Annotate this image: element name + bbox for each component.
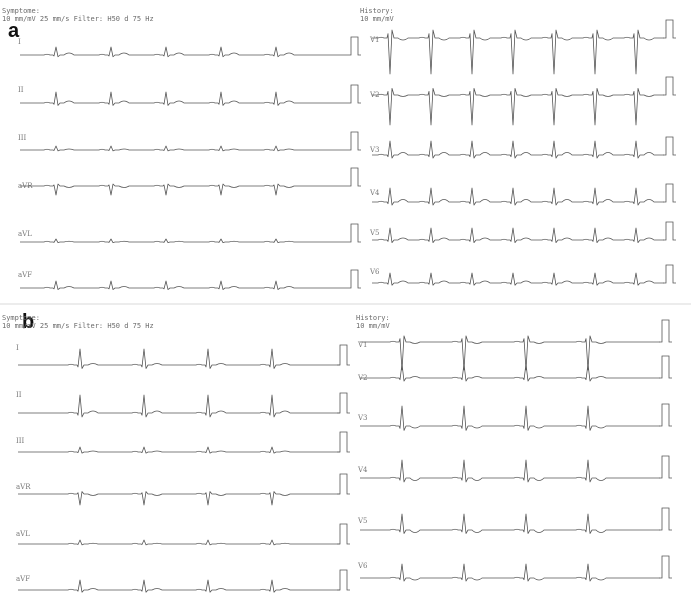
panel-b-label: b [22, 311, 34, 333]
b-aVL-trace [18, 539, 340, 546]
panel-b-lead-V4: V4 [357, 466, 368, 474]
panel-a-lead-III: III [18, 134, 27, 142]
panel-a-lead-aVF: aVF [18, 271, 32, 279]
panel-b-lead-aVF: aVF [16, 575, 30, 583]
panel-b-lead-V6: V6 [357, 562, 368, 570]
panel-a-right-header-2: 10 mm/mV [360, 15, 395, 23]
a-V5-trace [372, 227, 664, 244]
a-V2-trace [372, 88, 664, 126]
a-V4-calibration-pulse [663, 183, 676, 203]
a-aVL-trace [20, 238, 348, 244]
b-II-calibration-pulse [337, 392, 350, 414]
b-aVL-calibration-pulse [337, 523, 350, 545]
b-aVR-trace [18, 491, 340, 506]
a-V3-calibration-pulse [663, 136, 676, 156]
b-V2-trace [360, 363, 660, 382]
a-V6-calibration-pulse [663, 264, 676, 284]
panel-b-left-header-1: Symptome: [2, 314, 40, 322]
b-V4-trace [360, 459, 660, 483]
panel-b-left-header-2: 10 mm/mV 25 mm/s Filter: H50 d 75 Hz [2, 322, 154, 330]
panel-b-traces [18, 319, 672, 593]
panel-b-right-header-2: 10 mm/mV [356, 322, 391, 330]
b-I-calibration-pulse [337, 344, 350, 366]
b-V3-trace [360, 405, 660, 431]
a-V1-calibration-pulse [663, 19, 676, 39]
a-II-trace [20, 91, 348, 106]
a-V4-trace [372, 187, 664, 206]
panel-a-left-header-1: Symptome: [2, 7, 40, 15]
a-aVL-calibration-pulse [348, 223, 361, 243]
b-V1-calibration-pulse [659, 319, 672, 343]
b-V5-calibration-pulse [659, 507, 672, 531]
panel-a-right-header-1: History: [360, 7, 394, 15]
a-V1-trace [372, 29, 664, 75]
a-aVR-calibration-pulse [348, 167, 361, 187]
b-III-trace [18, 446, 340, 454]
a-V5-calibration-pulse [663, 221, 676, 241]
panel-b-right-header-1: History: [356, 314, 390, 322]
b-V5-trace [360, 513, 660, 534]
b-V2-calibration-pulse [659, 355, 672, 379]
panel-a-lead-V4: V4 [369, 189, 380, 197]
panel-b-lead-V5: V5 [357, 517, 368, 525]
panel-b-lead-III: III [16, 437, 25, 445]
panel-b-lead-aVR: aVR [16, 483, 31, 491]
a-V2-calibration-pulse [663, 76, 676, 96]
panel-b-lead-I: I [16, 344, 19, 352]
panel-a-lead-V5: V5 [369, 229, 380, 237]
panel-a-lead-aVL: aVL [18, 230, 32, 238]
a-aVR-trace [20, 183, 348, 196]
a-III-trace [20, 145, 348, 152]
panel-a-lead-V1: V1 [369, 36, 380, 44]
panel-a-lead-II: II [18, 86, 24, 94]
a-V3-trace [372, 140, 664, 159]
b-aVR-calibration-pulse [337, 473, 350, 495]
panel-b-lead-V1: V1 [357, 341, 368, 349]
a-II-calibration-pulse [348, 84, 361, 104]
b-V6-calibration-pulse [659, 555, 672, 579]
a-aVF-calibration-pulse [348, 269, 361, 289]
panel-b-lead-II: II [16, 391, 22, 399]
a-III-calibration-pulse [348, 131, 361, 151]
panel-a-lead-V3: V3 [369, 146, 380, 154]
panel-b: b Symptome: 10 mm/mV 25 mm/s Filter: H50… [2, 311, 672, 593]
b-I-trace [18, 348, 340, 369]
a-I-trace [20, 46, 348, 58]
b-aVF-calibration-pulse [337, 569, 350, 591]
panel-b-lead-aVL: aVL [16, 530, 30, 538]
a-aVF-trace [20, 280, 348, 290]
panel-b-lead-V3: V3 [357, 414, 368, 422]
b-aVF-trace [18, 579, 340, 593]
panel-a-lead-V6: V6 [369, 268, 380, 276]
b-V1-trace [360, 335, 660, 371]
b-III-calibration-pulse [337, 431, 350, 453]
a-I-calibration-pulse [348, 36, 361, 56]
b-II-trace [18, 394, 340, 418]
b-V4-calibration-pulse [659, 455, 672, 479]
panel-a-traces [20, 19, 676, 290]
b-V3-calibration-pulse [659, 403, 672, 427]
panel-a-left-header-2: 10 mm/mV 25 mm/s Filter: H50 d 75 Hz [2, 15, 154, 23]
panel-a: a Symptome: 10 mm/mV 25 mm/s Filter: H50… [2, 7, 676, 290]
panel-a-label: a [8, 20, 20, 42]
b-V6-trace [360, 563, 660, 582]
panel-a-lead-I: I [18, 38, 21, 46]
a-V6-trace [372, 272, 664, 286]
